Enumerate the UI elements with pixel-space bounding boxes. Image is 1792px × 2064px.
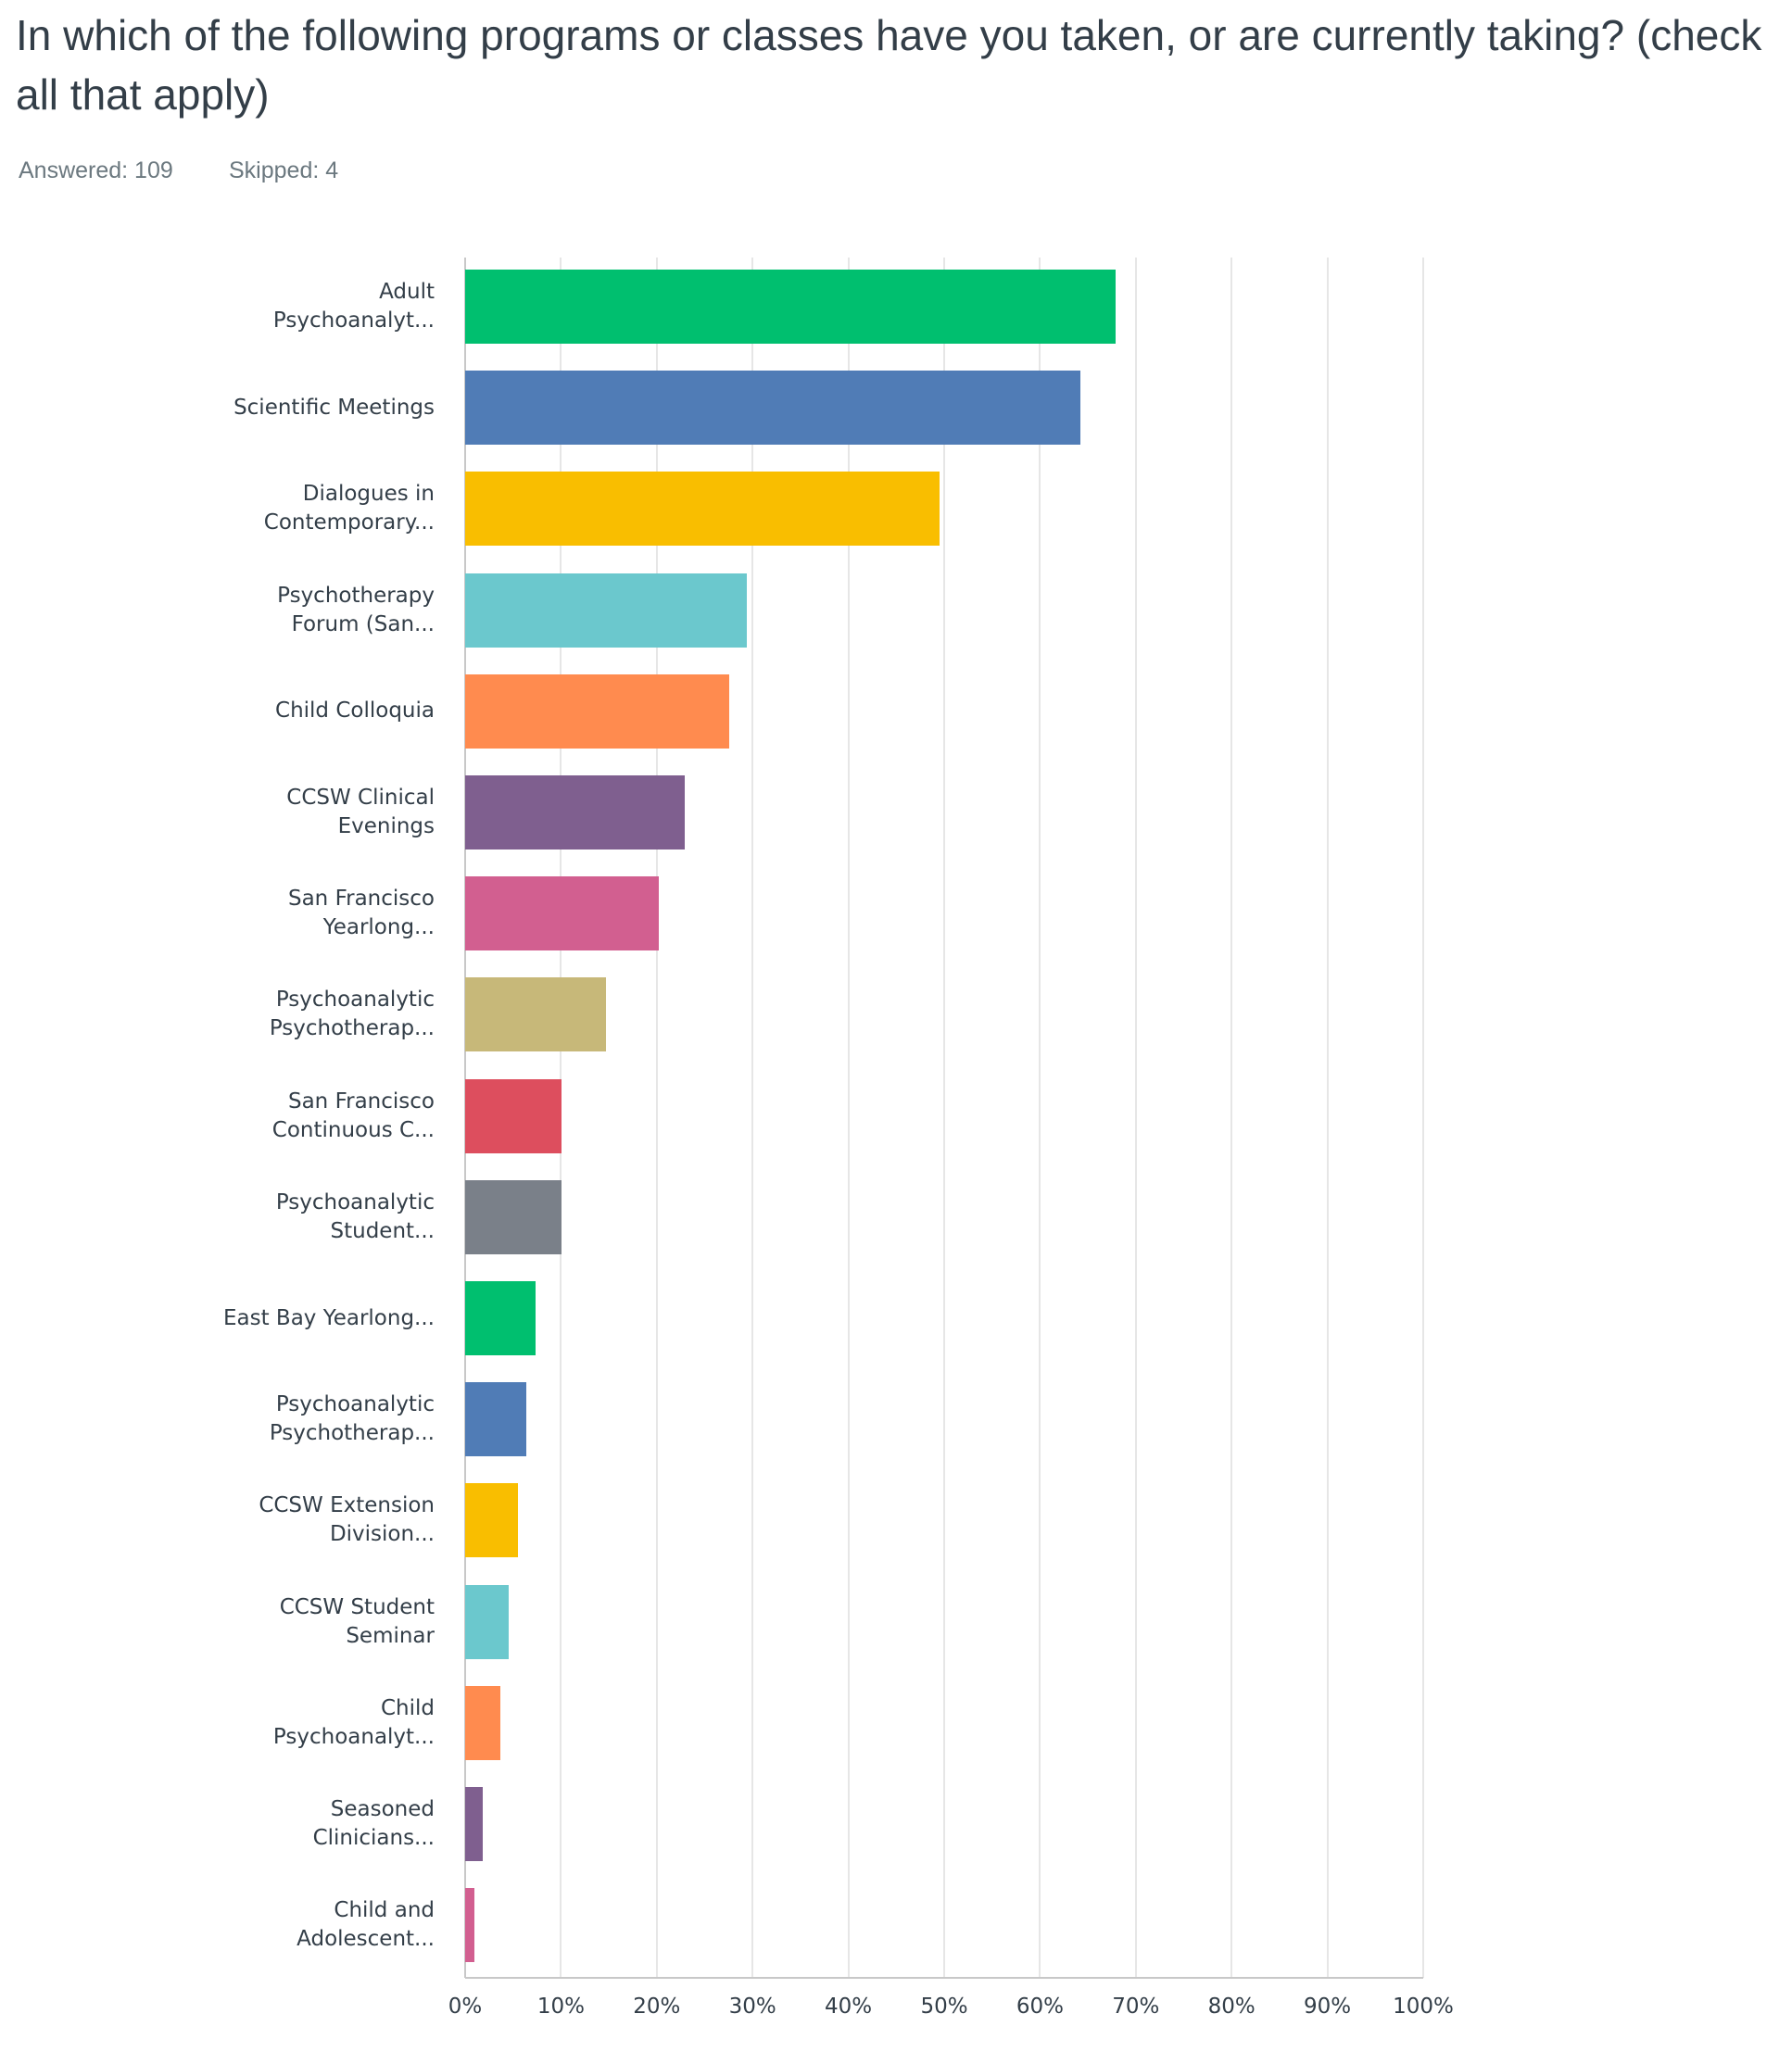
- category-label: Psychoanalytic Psychotherap...: [269, 988, 435, 1041]
- bar: [465, 1483, 518, 1558]
- grid-line: [1134, 258, 1137, 1978]
- x-tick-label: 100%: [1393, 1995, 1454, 2019]
- grid-line: [1039, 258, 1041, 1978]
- bar: [465, 573, 747, 648]
- category-label: Child Psychoanalyt...: [272, 1695, 435, 1749]
- grid-line: [1230, 258, 1233, 1978]
- skipped-count: Skipped: 4: [229, 157, 339, 183]
- category-label: CCSW Extension Division...: [259, 1493, 435, 1547]
- category-label: Psychoanalytic Student...: [275, 1189, 435, 1243]
- grid-line: [1326, 258, 1329, 1978]
- bar: [465, 1281, 536, 1355]
- x-tick-label: 30%: [728, 1995, 776, 2019]
- x-tick-label: 20%: [633, 1995, 681, 2019]
- x-tick-label: 50%: [920, 1995, 968, 2019]
- bar: [465, 876, 659, 951]
- bar: [465, 1787, 483, 1861]
- grid-line: [655, 258, 658, 1978]
- category-label: Child Colloquia: [275, 698, 435, 724]
- x-tick-label: 90%: [1304, 1995, 1352, 2019]
- bar: [465, 977, 606, 1052]
- answered-count: Answered: 109: [19, 157, 173, 183]
- grid-line: [943, 258, 945, 1978]
- bar: [465, 1685, 500, 1760]
- grid-line: [1422, 258, 1424, 1978]
- x-tick-label: 70%: [1112, 1995, 1160, 2019]
- x-tick-label: 40%: [825, 1995, 873, 2019]
- category-label: Adult Psychoanalyt...: [272, 280, 435, 333]
- category-label: Scientific Meetings: [233, 395, 435, 420]
- category-label: San Francisco Continuous C...: [271, 1089, 435, 1142]
- grid-line: [751, 258, 754, 1978]
- bar: [465, 775, 686, 850]
- category-label: Dialogues in Contemporary...: [263, 482, 435, 535]
- category-label: CCSW Clinical Evenings: [286, 786, 435, 838]
- category-label: Child and Adolescent...: [297, 1898, 435, 1952]
- bar: [465, 1179, 562, 1254]
- bar: [465, 270, 1116, 344]
- category-label: East Bay Yearlong...: [222, 1305, 435, 1330]
- category-label: Seasoned Clinicians...: [312, 1797, 435, 1850]
- bar: [465, 1888, 474, 1963]
- category-label: Psychotherapy Forum (San...: [277, 583, 435, 636]
- bar: [465, 1078, 562, 1153]
- x-tick-label: 80%: [1207, 1995, 1256, 2019]
- bar: [465, 472, 940, 547]
- x-tick-label: 60%: [1016, 1995, 1064, 2019]
- bar: [465, 1584, 510, 1659]
- bar: [465, 673, 729, 749]
- category-label: San Francisco Yearlong...: [287, 887, 435, 940]
- grid-line: [847, 258, 850, 1978]
- x-tick-label: 0%: [448, 1995, 483, 2019]
- question-title: In which of the following programs or cl…: [16, 11, 1762, 119]
- x-axis-line: [465, 1977, 1423, 1979]
- bar: [465, 371, 1081, 446]
- category-label: CCSW Student Seminar: [279, 1594, 435, 1648]
- x-tick-label: 10%: [536, 1995, 585, 2019]
- bar: [465, 1382, 527, 1457]
- category-label: Psychoanalytic Psychotherap...: [269, 1392, 435, 1446]
